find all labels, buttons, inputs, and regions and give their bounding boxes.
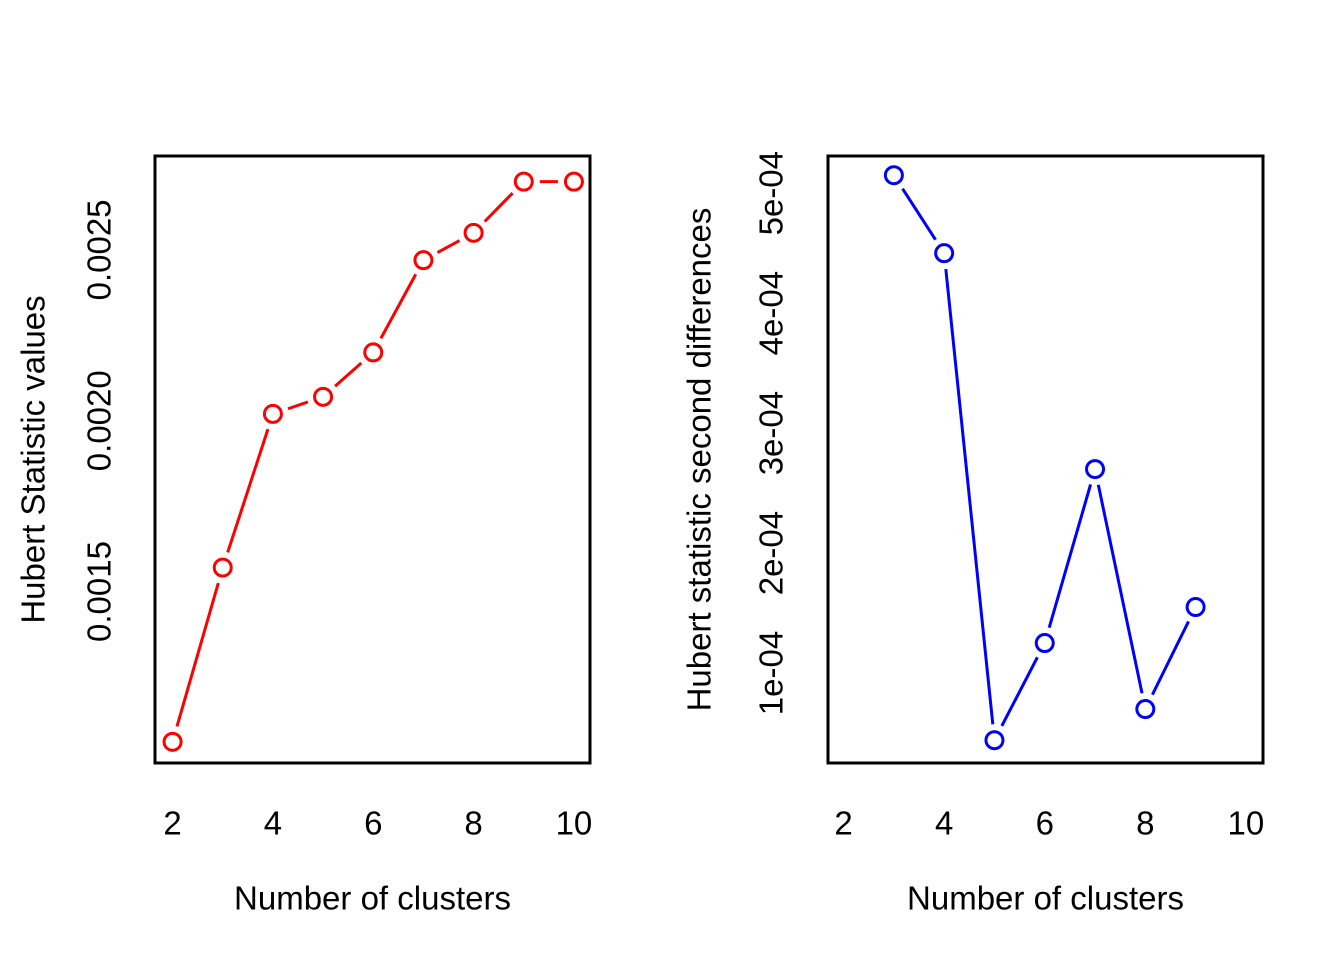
plot-box (826, 154, 1265, 765)
data-point-marker (1135, 699, 1156, 720)
series-segment (1000, 656, 1039, 727)
y-tick-label: 5e-04 (753, 151, 790, 235)
x-tick-label: 10 (556, 805, 593, 842)
series-segment (944, 268, 995, 725)
data-point-marker (262, 403, 283, 424)
data-point-marker (984, 730, 1005, 751)
data-point-marker (413, 250, 434, 271)
data-point-marker (1085, 459, 1106, 480)
data-point-marker (513, 171, 534, 192)
x-tick-label: 8 (1136, 805, 1154, 842)
x-tick-label: 6 (1036, 805, 1054, 842)
y-tick-label: 3e-04 (753, 391, 790, 475)
series-segment (287, 400, 309, 411)
series-segment (901, 187, 937, 241)
series-segment (436, 239, 461, 254)
series-segment (483, 192, 514, 223)
hubert-second-differences-plot: 2 4 6 8 10 1e-04 2e-04 3e-04 4e-04 5e-04 Number of… (681, 151, 1265, 917)
x-tick-label: 2 (163, 805, 181, 842)
data-point-marker (1034, 633, 1055, 654)
data-point-marker (883, 165, 904, 186)
data-point-marker (313, 386, 334, 407)
y-axis-label: Hubert Statistic values (15, 295, 52, 623)
series-segment (175, 582, 220, 727)
series-segment (379, 273, 418, 340)
x-tick-label: 4 (935, 805, 953, 842)
y-tick-label: 4e-04 (753, 271, 790, 355)
data-point-marker (162, 731, 183, 752)
data-point-marker (212, 557, 233, 578)
hubert-values-plot: 2 4 6 8 10 0.0015 0.0020 0.0025 Number of cluste… (15, 154, 593, 917)
x-tick-label: 4 (264, 805, 282, 842)
series-segment (226, 428, 270, 553)
y-tick-label: 0.0020 (81, 370, 118, 471)
series-segment (1096, 484, 1144, 694)
x-tick-label: 10 (1228, 805, 1265, 842)
series-segment (1151, 620, 1190, 696)
x-tick-label: 6 (364, 805, 382, 842)
x-tick-label: 2 (834, 805, 852, 842)
series-segment (1047, 484, 1093, 629)
x-axis-label: Number of clusters (907, 880, 1184, 917)
data-point-marker (363, 342, 384, 363)
series-segment (334, 361, 363, 388)
x-axis-label: Number of clusters (234, 880, 511, 917)
data-point-marker (463, 222, 484, 243)
y-tick-label: 1e-04 (753, 631, 790, 715)
data-point-marker (1185, 597, 1206, 618)
data-point-marker (563, 171, 584, 192)
y-tick-label: 2e-04 (753, 511, 790, 595)
y-axis-label: Hubert statistic second differences (681, 208, 718, 712)
x-tick-label: 8 (464, 805, 482, 842)
y-tick-label: 0.0015 (81, 541, 118, 642)
plot-box (153, 154, 592, 765)
data-point-marker (934, 243, 955, 264)
y-tick-label: 0.0025 (81, 199, 118, 300)
